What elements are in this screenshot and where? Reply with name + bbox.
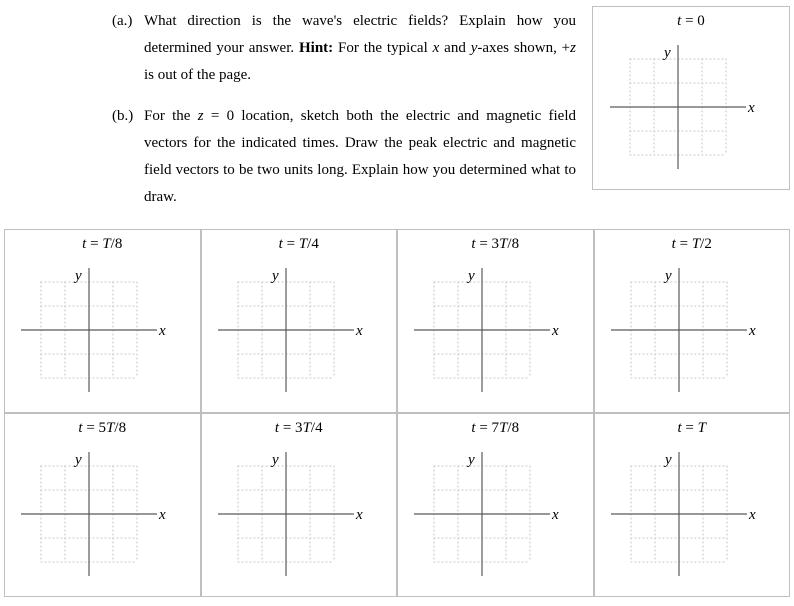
axes-svg: yx: [214, 440, 384, 580]
axes-svg: yx: [607, 256, 777, 396]
svg-text:x: x: [355, 507, 363, 523]
question-b-text: For the z = 0 location, sketch both the …: [144, 103, 576, 211]
svg-text:y: y: [663, 268, 672, 284]
question-a-text: What direction is the wave's electric fi…: [144, 8, 576, 89]
question-a: (a.) What direction is the wave's electr…: [112, 8, 576, 89]
axes-svg: yx: [410, 256, 580, 396]
qa-part-8: is out of the page.: [144, 67, 251, 83]
svg-text:x: x: [355, 323, 363, 339]
cell-title-8: t = T: [678, 420, 706, 440]
qa-part-2: For the typical: [333, 40, 432, 56]
axes-svg: yx: [17, 256, 187, 396]
axes-svg: yx: [214, 256, 384, 396]
grid-row-1: t = T/8yx t = T/4yx t = 3T/8yx t = T/2yx: [4, 229, 790, 413]
cell-title-2: t = T/4: [279, 236, 319, 256]
grid-cell-7: t = 7T/8yx: [397, 413, 594, 597]
axes-5: yx: [17, 440, 187, 580]
cell-title-t0: t = 0: [677, 13, 705, 33]
question-b-label: (b.): [112, 103, 144, 130]
svg-text:y: y: [73, 452, 82, 468]
cell-title-4: t = T/2: [672, 236, 712, 256]
axes-1: yx: [17, 256, 187, 396]
axes-t0: yx: [606, 33, 776, 173]
grid-cell-4: t = T/2yx: [594, 229, 791, 413]
axes-svg: yx: [606, 33, 776, 173]
axes-7: yx: [410, 440, 580, 580]
grid-cell-t0: t = 0 yx: [592, 6, 790, 190]
qa-hint: Hint:: [299, 40, 333, 56]
grid-cell-3: t = 3T/8yx: [397, 229, 594, 413]
svg-text:x: x: [748, 323, 756, 339]
cell-title-5: t = 5T/8: [78, 420, 126, 440]
questions-block: (a.) What direction is the wave's electr…: [4, 6, 576, 225]
svg-text:x: x: [748, 507, 756, 523]
svg-text:x: x: [747, 100, 755, 116]
axes-8: yx: [607, 440, 777, 580]
grid-cell-6: t = 3T/4yx: [201, 413, 398, 597]
axes-4: yx: [607, 256, 777, 396]
svg-text:x: x: [158, 323, 166, 339]
grid-cell-1: t = T/8yx: [4, 229, 201, 413]
svg-text:y: y: [466, 268, 475, 284]
axes-svg: yx: [607, 440, 777, 580]
qb-part-0: For the: [144, 108, 198, 124]
axes-6: yx: [214, 440, 384, 580]
qa-part-4: and: [439, 40, 470, 56]
axes-svg: yx: [17, 440, 187, 580]
page: (a.) What direction is the wave's electr…: [0, 0, 794, 601]
svg-text:y: y: [466, 452, 475, 468]
grid-row-2: t = 5T/8yx t = 3T/4yx t = 7T/8yx t = Tyx: [4, 413, 790, 597]
svg-text:y: y: [663, 452, 672, 468]
axes-2: yx: [214, 256, 384, 396]
svg-text:x: x: [158, 507, 166, 523]
top-area: (a.) What direction is the wave's electr…: [4, 6, 790, 225]
grid-cell-5: t = 5T/8yx: [4, 413, 201, 597]
svg-text:y: y: [662, 45, 671, 61]
cell-title-7: t = 7T/8: [471, 420, 519, 440]
cell-title-6: t = 3T/4: [275, 420, 323, 440]
svg-text:y: y: [73, 268, 82, 284]
svg-text:y: y: [270, 452, 279, 468]
grid-cell-2: t = T/4yx: [201, 229, 398, 413]
question-b: (b.) For the z = 0 location, sketch both…: [112, 103, 576, 211]
grid-cell-8: t = Tyx: [594, 413, 791, 597]
top-right-cell-holder: t = 0 yx: [592, 6, 790, 190]
qb-part-2: = 0 location, sketch both the electric a…: [144, 108, 576, 205]
cell-title-1: t = T/8: [82, 236, 122, 256]
svg-text:x: x: [551, 507, 559, 523]
svg-text:x: x: [551, 323, 559, 339]
cell-title-3: t = 3T/8: [471, 236, 519, 256]
qa-var-z: z: [570, 40, 576, 56]
question-a-label: (a.): [112, 8, 144, 35]
qa-part-6: -axes shown, +: [477, 40, 570, 56]
svg-text:y: y: [270, 268, 279, 284]
axes-svg: yx: [410, 440, 580, 580]
axes-3: yx: [410, 256, 580, 396]
